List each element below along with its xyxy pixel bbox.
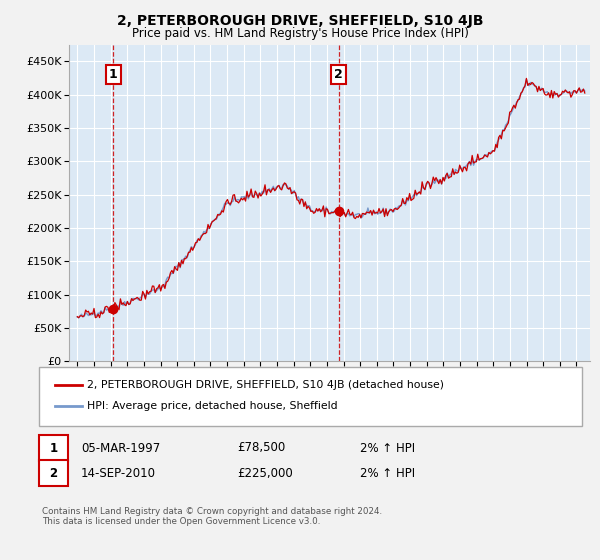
Text: 14-SEP-2010: 14-SEP-2010 — [81, 466, 156, 480]
Text: Contains HM Land Registry data © Crown copyright and database right 2024.
This d: Contains HM Land Registry data © Crown c… — [42, 507, 382, 526]
Text: 05-MAR-1997: 05-MAR-1997 — [81, 441, 160, 455]
Text: Price paid vs. HM Land Registry's House Price Index (HPI): Price paid vs. HM Land Registry's House … — [131, 27, 469, 40]
Text: £225,000: £225,000 — [237, 466, 293, 480]
Text: 2, PETERBOROUGH DRIVE, SHEFFIELD, S10 4JB (detached house): 2, PETERBOROUGH DRIVE, SHEFFIELD, S10 4J… — [87, 380, 444, 390]
Text: £78,500: £78,500 — [237, 441, 285, 455]
Text: 2: 2 — [49, 466, 58, 480]
Text: 1: 1 — [49, 441, 58, 455]
Text: 2: 2 — [334, 68, 343, 81]
Text: 2% ↑ HPI: 2% ↑ HPI — [360, 466, 415, 480]
Text: HPI: Average price, detached house, Sheffield: HPI: Average price, detached house, Shef… — [87, 401, 338, 411]
Text: 2, PETERBOROUGH DRIVE, SHEFFIELD, S10 4JB: 2, PETERBOROUGH DRIVE, SHEFFIELD, S10 4J… — [117, 14, 483, 28]
Text: 1: 1 — [109, 68, 118, 81]
Text: 2% ↑ HPI: 2% ↑ HPI — [360, 441, 415, 455]
